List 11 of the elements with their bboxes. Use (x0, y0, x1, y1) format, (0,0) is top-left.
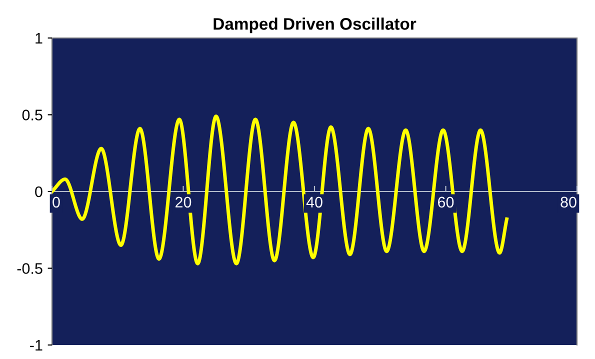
y-tick-label: 1 (36, 33, 42, 44)
y-tick-label: -1 (30, 340, 42, 351)
x-tick-label: 60 (438, 196, 454, 208)
x-tick-label: 20 (176, 196, 192, 208)
chart-title: Damped Driven Oscillator (214, 18, 416, 34)
y-tick-label: 0 (35, 186, 42, 198)
x-tick-label: 40 (306, 196, 322, 208)
y-tick-label: 0.5 (22, 110, 42, 120)
y-tick-label: -0.5 (17, 263, 42, 274)
x-tick-label: 80 (560, 196, 576, 208)
x-tick-label: 0 (52, 196, 60, 208)
